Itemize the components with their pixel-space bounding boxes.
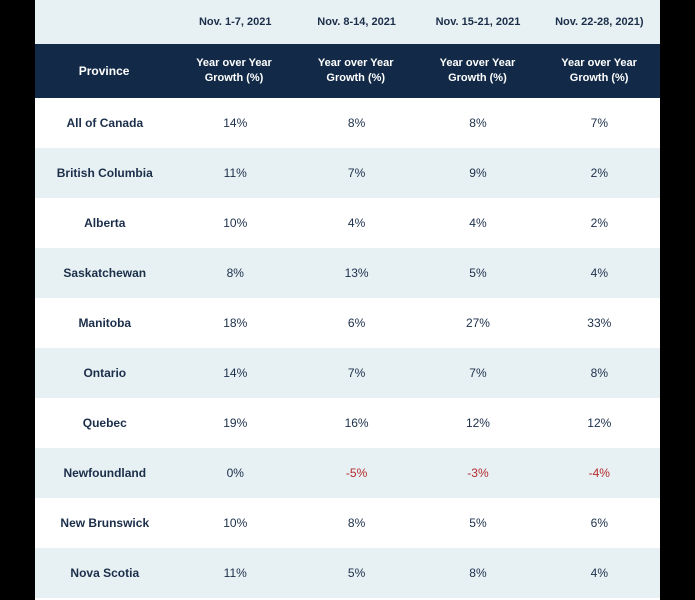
- province-cell: British Columbia: [35, 166, 175, 180]
- value-cell: 18%: [175, 316, 296, 330]
- value-cell: 11%: [175, 566, 296, 580]
- value-cell: 4%: [417, 216, 538, 230]
- value-cell: 14%: [175, 366, 296, 380]
- table-row: Manitoba18%6%27%33%: [35, 298, 660, 348]
- date-header-row: Nov. 1-7, 2021 Nov. 8-14, 2021 Nov. 15-2…: [35, 0, 660, 44]
- table-panel: Nov. 1-7, 2021 Nov. 8-14, 2021 Nov. 15-2…: [35, 0, 660, 600]
- date-header-3: Nov. 15-21, 2021: [417, 16, 538, 28]
- province-cell: Saskatchewan: [35, 266, 175, 280]
- value-cell: 6%: [539, 516, 660, 530]
- col-header-province: Province: [35, 63, 173, 79]
- table-row: Newfoundland0%-5%-3%-4%: [35, 448, 660, 498]
- value-cell: 8%: [175, 266, 296, 280]
- value-cell: 33%: [539, 316, 660, 330]
- province-cell: All of Canada: [35, 116, 175, 130]
- province-cell: Ontario: [35, 366, 175, 380]
- table-row: All of Canada14%8%8%7%: [35, 98, 660, 148]
- column-header-row: Province Year over Year Growth (%) Year …: [35, 44, 660, 98]
- province-cell: Quebec: [35, 416, 175, 430]
- date-header-4: Nov. 22-28, 2021): [539, 16, 660, 28]
- table-row: Quebec19%16%12%12%: [35, 398, 660, 448]
- value-cell: 12%: [417, 416, 538, 430]
- value-cell: -3%: [417, 466, 538, 480]
- value-cell: 5%: [296, 566, 417, 580]
- date-header-1: Nov. 1-7, 2021: [175, 16, 296, 28]
- value-cell: 7%: [296, 366, 417, 380]
- value-cell: 2%: [539, 216, 660, 230]
- value-cell: 0%: [175, 466, 296, 480]
- value-cell: 6%: [296, 316, 417, 330]
- value-cell: 14%: [175, 116, 296, 130]
- value-cell: 10%: [175, 216, 296, 230]
- value-cell: 5%: [417, 266, 538, 280]
- table-row: British Columbia11%7%9%2%: [35, 148, 660, 198]
- value-cell: 5%: [417, 516, 538, 530]
- table-row: Alberta10%4%4%2%: [35, 198, 660, 248]
- value-cell: 8%: [417, 566, 538, 580]
- province-cell: Manitoba: [35, 316, 175, 330]
- value-cell: 11%: [175, 166, 296, 180]
- outer-frame: Nov. 1-7, 2021 Nov. 8-14, 2021 Nov. 15-2…: [0, 0, 695, 600]
- province-cell: Newfoundland: [35, 466, 175, 480]
- value-cell: 16%: [296, 416, 417, 430]
- value-cell: 9%: [417, 166, 538, 180]
- table-row: Nova Scotia11%5%8%4%: [35, 548, 660, 598]
- col-header-growth-3: Year over Year Growth (%): [417, 56, 539, 86]
- date-header-2: Nov. 8-14, 2021: [296, 16, 417, 28]
- value-cell: 7%: [539, 116, 660, 130]
- value-cell: 27%: [417, 316, 538, 330]
- table-row: Saskatchewan8%13%5%4%: [35, 248, 660, 298]
- value-cell: 4%: [539, 566, 660, 580]
- table-row: New Brunswick10%8%5%6%: [35, 498, 660, 548]
- value-cell: 4%: [539, 266, 660, 280]
- value-cell: 7%: [417, 366, 538, 380]
- value-cell: 2%: [539, 166, 660, 180]
- value-cell: 8%: [539, 366, 660, 380]
- col-header-growth-1: Year over Year Growth (%): [173, 56, 295, 86]
- col-header-growth-2: Year over Year Growth (%): [295, 56, 417, 86]
- value-cell: 13%: [296, 266, 417, 280]
- province-cell: New Brunswick: [35, 516, 175, 530]
- value-cell: 4%: [296, 216, 417, 230]
- province-cell: Alberta: [35, 216, 175, 230]
- col-header-growth-4: Year over Year Growth (%): [538, 56, 660, 86]
- province-cell: Nova Scotia: [35, 566, 175, 580]
- value-cell: 8%: [417, 116, 538, 130]
- value-cell: 7%: [296, 166, 417, 180]
- value-cell: 8%: [296, 516, 417, 530]
- value-cell: -4%: [539, 466, 660, 480]
- value-cell: 19%: [175, 416, 296, 430]
- value-cell: 8%: [296, 116, 417, 130]
- value-cell: -5%: [296, 466, 417, 480]
- table-body: All of Canada14%8%8%7%British Columbia11…: [35, 98, 660, 598]
- value-cell: 10%: [175, 516, 296, 530]
- table-row: Ontario14%7%7%8%: [35, 348, 660, 398]
- value-cell: 12%: [539, 416, 660, 430]
